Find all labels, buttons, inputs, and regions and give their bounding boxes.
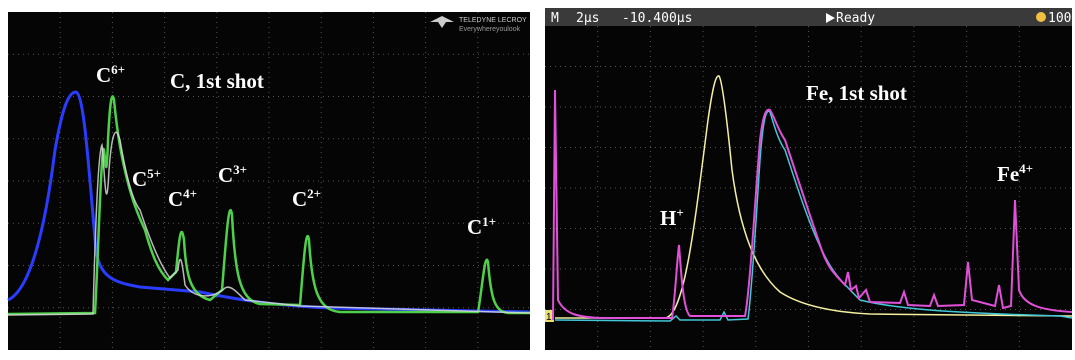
label-base: C <box>168 187 183 211</box>
label-sup: 3+ <box>233 162 247 177</box>
label-sup: 4+ <box>1019 161 1033 176</box>
label-sup: 6+ <box>111 62 125 77</box>
channel-marker: 1 <box>546 312 552 323</box>
label-base: H <box>660 206 676 230</box>
tagline: Everywhereyoulook <box>459 26 521 33</box>
right-title: Fe, 1st shot <box>806 81 907 105</box>
label-sup: 5+ <box>147 166 161 181</box>
label-base: C <box>218 163 233 187</box>
timebase: 2µs <box>576 11 599 26</box>
figure: TELEDYNE LECROY Everywhereyoulook C, 1st… <box>0 0 1075 360</box>
label-sup: 1+ <box>482 214 496 229</box>
label-sup: + <box>676 205 683 220</box>
label-base: C <box>467 215 482 239</box>
sample: 100 <box>1048 11 1071 26</box>
label-sup: 4+ <box>183 186 197 201</box>
right-screen <box>545 8 1072 350</box>
left-title: C, 1st shot <box>170 69 264 93</box>
sample-icon <box>1036 12 1046 22</box>
state: Ready <box>836 11 875 26</box>
label-base: Fe <box>997 162 1019 186</box>
delay: -10.400µs <box>622 11 692 26</box>
label-base: C <box>96 63 111 87</box>
mode: M <box>551 11 559 26</box>
label-base: C <box>292 187 307 211</box>
brand: TELEDYNE LECROY <box>459 17 527 24</box>
label-sup: 2+ <box>307 186 321 201</box>
label-base: C <box>132 167 147 191</box>
